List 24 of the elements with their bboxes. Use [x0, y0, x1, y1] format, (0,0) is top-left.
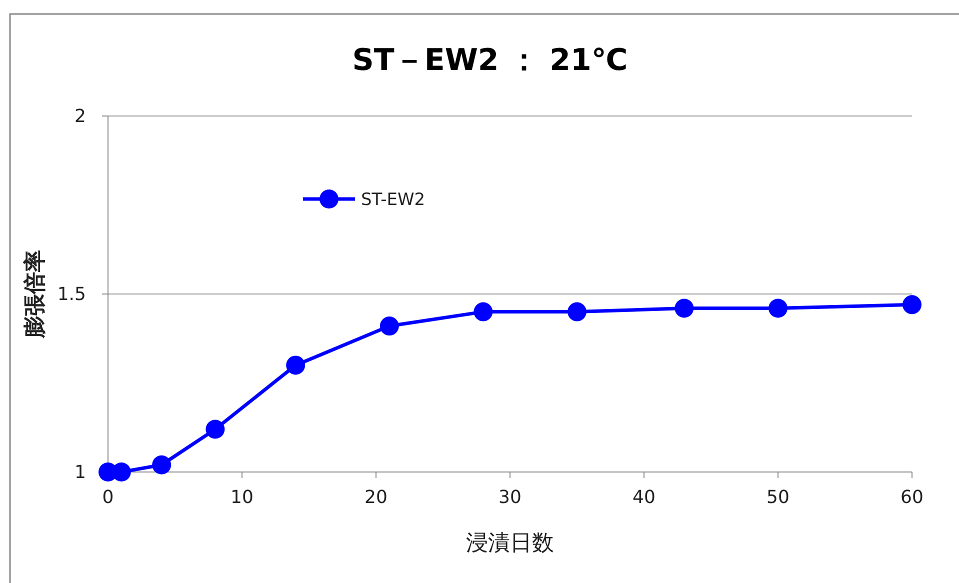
x-tick-label: 10	[230, 487, 254, 508]
point	[286, 356, 306, 375]
y-tick-label: 1	[74, 462, 86, 483]
point	[474, 302, 493, 322]
y-tick-label: 1.5	[57, 284, 86, 305]
point	[152, 455, 172, 474]
x-tick-label: 30	[498, 487, 522, 508]
point	[902, 295, 922, 314]
point	[568, 302, 586, 322]
x-tick-label: 20	[364, 487, 388, 508]
x-axis-title: 浸漬日数	[466, 531, 554, 556]
y-axis-title: 膨張倍率	[22, 250, 48, 339]
x-tick-label: 0	[102, 487, 114, 508]
x-tick-label: 50	[766, 487, 790, 508]
point	[768, 298, 788, 318]
x-tick-label: 60	[900, 487, 924, 508]
point	[206, 420, 225, 439]
point	[674, 298, 694, 318]
title: ST－EW2 ： 21℃	[352, 43, 628, 78]
x-tick-label: 40	[632, 487, 656, 508]
legend-label: ST-EW2	[361, 190, 426, 210]
legend-item: ST-EW2	[303, 190, 426, 210]
point	[380, 316, 399, 336]
y-tick-label: 2	[74, 106, 86, 127]
